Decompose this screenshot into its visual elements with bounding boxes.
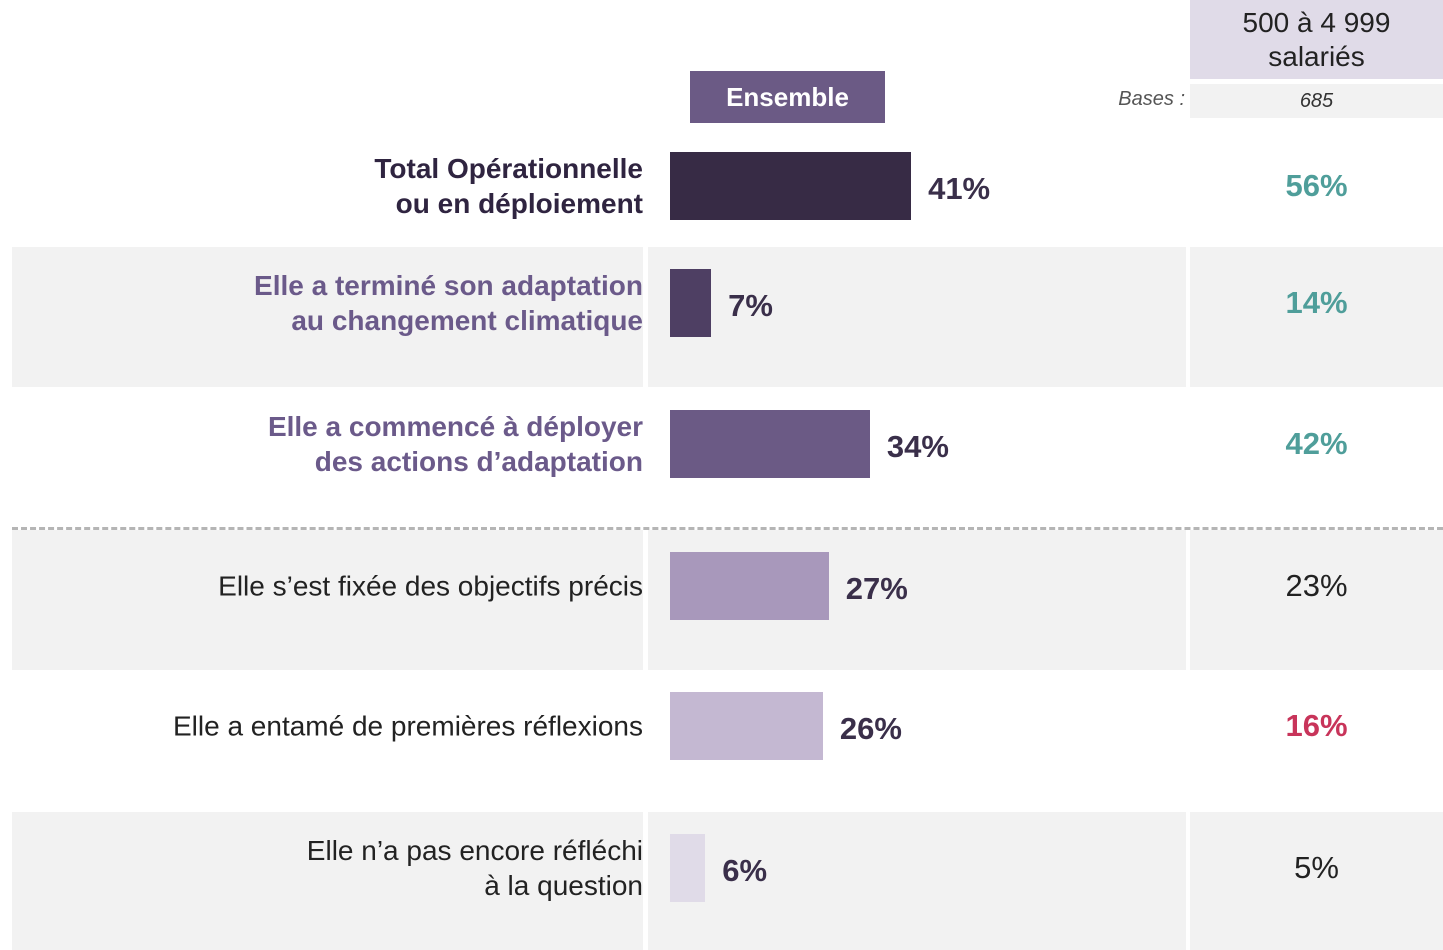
bar xyxy=(670,552,829,620)
value-label: 27% xyxy=(845,571,908,606)
category-label: Elle a commencé à déployer des actions d… xyxy=(267,411,643,477)
segment-value: 23% xyxy=(1285,568,1348,603)
row-background xyxy=(1190,812,1443,950)
row-background xyxy=(12,247,643,387)
row-background xyxy=(648,247,1186,387)
row-background xyxy=(12,530,643,670)
row-background xyxy=(12,812,643,950)
series-header: 500 à 4 999 salariés xyxy=(1190,0,1443,79)
segment-value: 42% xyxy=(1285,426,1348,461)
category-label: Total Opérationnelle ou en déploiement xyxy=(374,153,643,219)
value-label: 34% xyxy=(886,429,949,464)
row-background xyxy=(648,812,1186,950)
row-background xyxy=(1190,530,1443,670)
category-label: Elle a entamé de premières réflexions xyxy=(172,710,643,742)
bar xyxy=(670,692,823,760)
base-value: 685 xyxy=(1190,84,1443,118)
segment-value: 16% xyxy=(1285,708,1348,743)
value-label: 7% xyxy=(728,288,773,323)
series-header: Ensemble xyxy=(690,71,885,123)
value-label: 41% xyxy=(928,171,991,206)
value-label: 6% xyxy=(722,853,768,888)
category-label: Elle a terminé son adaptation au changem… xyxy=(254,270,643,336)
bases-label: Bases : xyxy=(1118,88,1185,110)
segment-value: 14% xyxy=(1285,285,1348,320)
bar xyxy=(670,152,912,220)
segment-value: 5% xyxy=(1294,850,1339,885)
category-label: Elle n’a pas encore réfléchi à la questi… xyxy=(306,835,643,901)
category-label: Elle s’est fixée des objectifs précis xyxy=(218,570,643,602)
bar xyxy=(670,410,870,478)
segment-value: 56% xyxy=(1285,168,1348,203)
bar xyxy=(670,834,706,902)
bar xyxy=(670,269,712,337)
row-background xyxy=(1190,247,1443,387)
separator xyxy=(12,527,1443,530)
value-label: 26% xyxy=(839,711,902,746)
